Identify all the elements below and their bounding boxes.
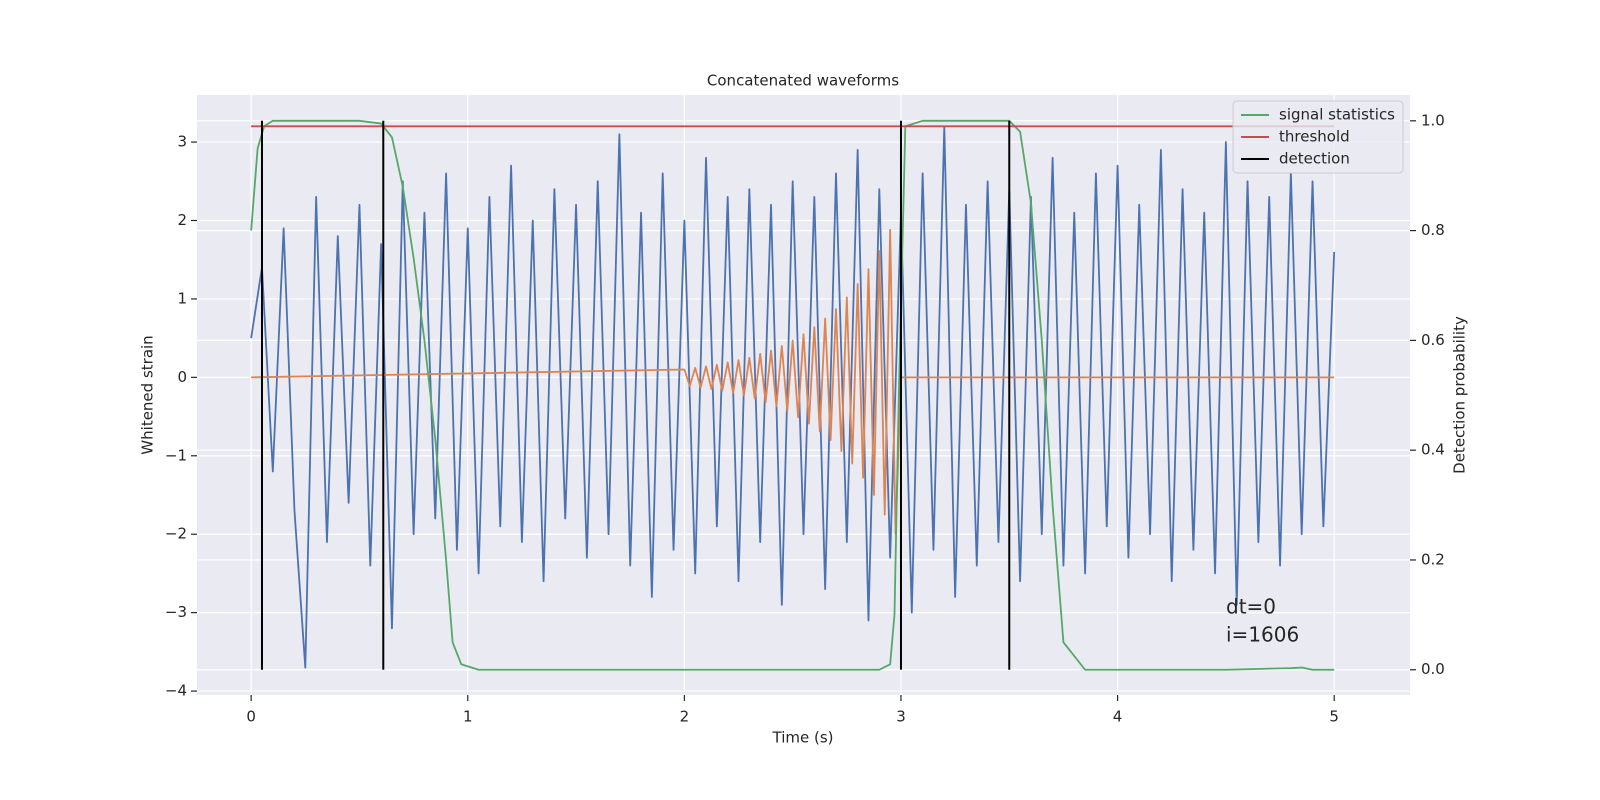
legend-label: threshold — [1279, 128, 1350, 146]
y2-tick-label: 0.4 — [1421, 441, 1445, 459]
y-tick-label: 1 — [177, 289, 187, 307]
axes: 0 1 2 3 4 5 −4 −3 −2 −1 0 1 2 3 0.0 0.2 0.4 0.6 0.8 1.0 — [165, 111, 1445, 725]
y-tick-label: 2 — [177, 211, 187, 229]
y-tick-label: −4 — [165, 682, 187, 700]
y-tick-label: 0 — [177, 368, 187, 386]
y2-tick-label: 1.0 — [1421, 111, 1445, 129]
x-tick-label: 4 — [1113, 708, 1123, 726]
marks — [250, 119, 1336, 671]
series-line — [250, 119, 1335, 671]
y-axis-label: Whitened strain — [139, 335, 157, 454]
y2-tick-label: 0.2 — [1421, 550, 1445, 568]
x-axis-label: Time (s) — [772, 729, 834, 747]
y2-tick-label: 0.6 — [1421, 331, 1445, 349]
annotation: i=1606 — [1226, 623, 1299, 647]
plot-area — [197, 95, 1410, 695]
annotation: dt=0 — [1226, 595, 1276, 619]
x-tick-label: 2 — [680, 708, 690, 726]
y-tick-label: −3 — [165, 603, 187, 621]
x-tick-label: 0 — [246, 708, 256, 726]
x-tick-label: 3 — [896, 708, 906, 726]
y-tick-label: −2 — [165, 525, 187, 543]
chart-title: Concatenated waveforms — [707, 72, 899, 90]
x-tick-label: 5 — [1329, 708, 1339, 726]
legend: signal statistics threshold detection — [1232, 100, 1404, 174]
x-tick-label: 1 — [463, 708, 473, 726]
y2-tick-label: 0.0 — [1421, 660, 1445, 678]
legend-label: detection — [1279, 150, 1350, 168]
legend-label: signal statistics — [1279, 106, 1395, 124]
y-tick-label: 3 — [177, 133, 187, 151]
legend-box — [1232, 100, 1404, 174]
y-tick-label: −1 — [165, 446, 187, 464]
series-line — [250, 125, 1336, 669]
y2-axis-label: Detection probability — [1451, 316, 1469, 474]
series-line — [251, 229, 1335, 536]
y2-tick-label: 0.8 — [1421, 221, 1445, 239]
